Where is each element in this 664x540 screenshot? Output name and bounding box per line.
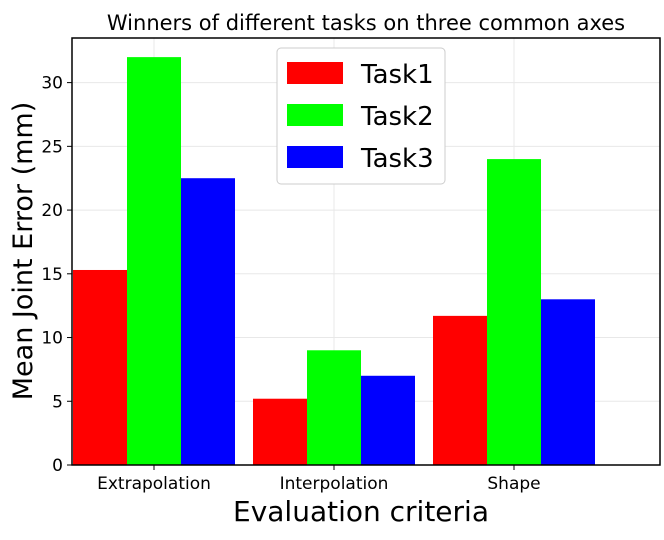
legend-label-task1: Task1 [360,60,434,90]
legend-swatch-task2 [287,104,343,126]
y-tick-label: 30 [41,74,63,94]
plot-frame [71,37,661,466]
x-axis-label: Evaluation criteria [233,495,489,528]
y-tick-label: 5 [52,392,63,412]
x-tick-label: Shape [487,474,540,494]
legend-label-task2: Task2 [360,102,434,132]
y-tick-label: 20 [41,201,63,221]
y-axis-ticks: 0 5 10 15 20 25 30 [41,74,72,476]
chart-title: Winners of different tasks on three comm… [107,11,625,35]
bars [73,57,595,466]
x-tick-label: Extrapolation [97,474,211,494]
legend-label-task3: Task3 [360,144,434,174]
bar-task3-shape [541,299,595,465]
y-axis-label: Mean Joint Error (mm) [8,102,39,400]
bar-task2-extrapolation [127,57,181,465]
legend-swatch-task1 [287,62,343,84]
legend: Task1 Task2 Task3 [276,47,446,185]
y-tick-label: 15 [41,265,63,285]
bar-task2-interpolation [307,350,361,465]
bar-task1-shape [433,315,487,465]
bar-task3-interpolation [361,375,415,465]
legend-swatch-task3 [287,146,343,168]
y-tick-label: 10 [41,329,63,349]
bar-task3-extrapolation [181,178,235,465]
bar-task2-shape [487,159,541,466]
y-tick-label: 25 [41,137,63,157]
x-axis-ticks: Extrapolation Interpolation Shape [97,465,541,494]
x-tick-label: Interpolation [280,474,389,494]
bar-task1-interpolation [253,398,307,465]
y-tick-label: 0 [52,456,63,476]
bar-task1-extrapolation [73,269,127,465]
